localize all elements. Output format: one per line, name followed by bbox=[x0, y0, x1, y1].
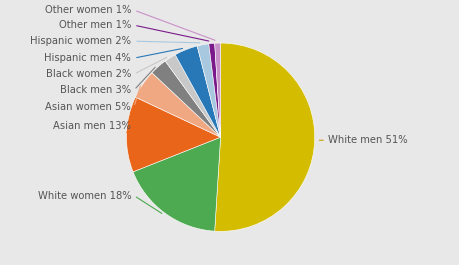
Wedge shape bbox=[135, 73, 220, 137]
Wedge shape bbox=[126, 97, 220, 172]
Wedge shape bbox=[175, 46, 220, 137]
Wedge shape bbox=[214, 43, 314, 231]
Text: Other women 1%: Other women 1% bbox=[45, 5, 131, 15]
Text: Hispanic women 2%: Hispanic women 2% bbox=[30, 36, 131, 46]
Wedge shape bbox=[133, 137, 220, 231]
Wedge shape bbox=[214, 43, 220, 137]
Wedge shape bbox=[208, 43, 220, 137]
Wedge shape bbox=[197, 44, 220, 137]
Text: White women 18%: White women 18% bbox=[38, 191, 131, 201]
Wedge shape bbox=[165, 55, 220, 137]
Text: Asian men 13%: Asian men 13% bbox=[53, 121, 131, 131]
Text: Black women 2%: Black women 2% bbox=[46, 69, 131, 79]
Text: Black men 3%: Black men 3% bbox=[60, 85, 131, 95]
Text: White men 51%: White men 51% bbox=[327, 135, 407, 145]
Text: Other men 1%: Other men 1% bbox=[59, 20, 131, 30]
Text: Hispanic men 4%: Hispanic men 4% bbox=[45, 53, 131, 63]
Text: Asian women 5%: Asian women 5% bbox=[45, 102, 131, 112]
Wedge shape bbox=[151, 61, 220, 137]
